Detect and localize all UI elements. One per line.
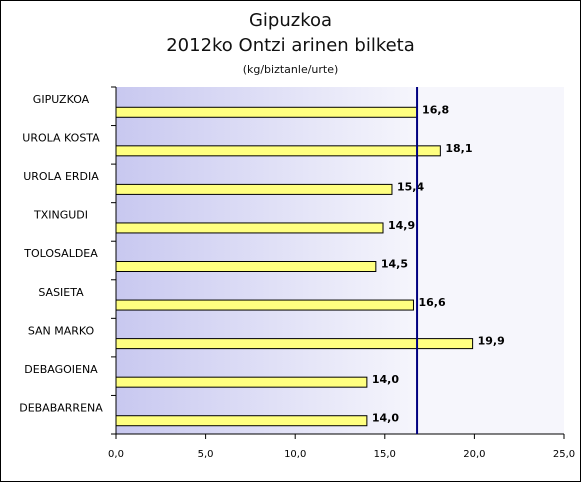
- x-tick-label: 0,0: [108, 449, 124, 460]
- bar-value-label: 15,4: [397, 180, 424, 193]
- x-tick-label: 25,0: [553, 449, 575, 460]
- bar: [115, 106, 418, 118]
- bar: [115, 261, 377, 272]
- bar-value-label: 14,5: [381, 258, 408, 271]
- category-label: UROLA ERDIA: [23, 170, 99, 183]
- bar: [115, 222, 384, 234]
- bar: [115, 415, 368, 427]
- chart-unit: (kg/biztanle/urte): [242, 63, 339, 76]
- chart-subtitle: 2012ko Ontzi arinen bilketa: [166, 35, 415, 56]
- category-label: UROLA KOSTA: [22, 132, 100, 145]
- category-label: TOLOSALDEA: [23, 247, 98, 260]
- bar: [115, 183, 393, 195]
- bar-value-label: 19,9: [478, 335, 505, 348]
- bar-value-label: 14,0: [372, 412, 399, 425]
- category-label: DEBAGOIENA: [24, 363, 98, 376]
- plot-background-left: [116, 87, 418, 434]
- bar-value-label: 16,8: [422, 103, 449, 116]
- bar: [115, 338, 474, 350]
- bar: [115, 299, 414, 311]
- category-label: TXINGUDI: [33, 209, 88, 222]
- x-tick-label: 15,0: [374, 449, 396, 460]
- bar-value-label: 14,0: [372, 373, 399, 386]
- x-tick-label: 20,0: [463, 449, 485, 460]
- bar-value-label: 18,1: [445, 142, 472, 155]
- bar-value-label: 16,6: [418, 296, 445, 309]
- bar: [115, 145, 441, 157]
- x-tick-label: 5,0: [198, 449, 214, 460]
- bar-value-label: 14,9: [388, 219, 415, 232]
- category-label: SAN MARKO: [28, 324, 95, 337]
- category-label: SASIETA: [38, 286, 84, 299]
- category-label: GIPUZKOA: [33, 93, 90, 106]
- plot-background-right: [417, 87, 564, 434]
- x-tick-label: 10,0: [284, 449, 306, 460]
- chart-title: Gipuzkoa: [248, 10, 333, 31]
- bar: [115, 376, 368, 388]
- category-label: DEBABARRENA: [19, 401, 103, 414]
